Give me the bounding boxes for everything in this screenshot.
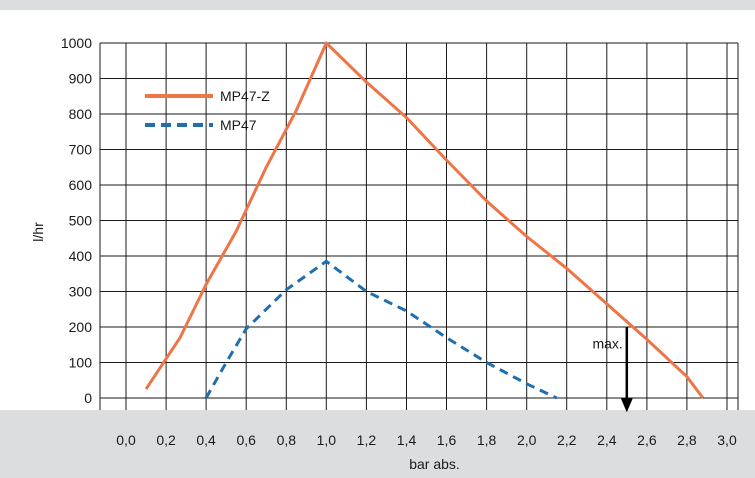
x-tick-label: 2,6 (637, 432, 657, 448)
series-line-mp47 (204, 259, 558, 400)
y-tick-label: 500 (69, 213, 93, 229)
x-tick-label: 0,2 (156, 432, 176, 448)
y-tick-label: 300 (69, 284, 93, 300)
x-tick-label: 1,6 (437, 432, 457, 448)
grid (99, 42, 739, 410)
x-tick-label: 2,8 (677, 432, 697, 448)
x-tick-label: 2,2 (557, 432, 577, 448)
x-tick-label: 1,2 (357, 432, 377, 448)
annotation-arrow-head (620, 398, 633, 413)
annotations: max. (592, 327, 633, 413)
y-tick-label: 900 (69, 71, 93, 87)
legend: MP47-Z MP47 (145, 88, 270, 133)
x-tick-label: 3,0 (717, 432, 737, 448)
x-tick-label: 0,0 (116, 432, 136, 448)
y-tick-label: 100 (69, 355, 93, 371)
y-tick-label: 600 (69, 177, 93, 193)
x-tick-label: 0,6 (236, 432, 256, 448)
x-tick-label: 2,4 (597, 432, 617, 448)
x-tick-label: 1,8 (477, 432, 497, 448)
top-band (0, 0, 755, 10)
y-tick-label: 700 (69, 142, 93, 158)
x-tick-label: 0,8 (277, 432, 297, 448)
y-tick-label: 0 (84, 390, 92, 406)
x-tick-label: 1,4 (397, 432, 417, 448)
y-tick-label: 1000 (61, 35, 92, 51)
x-tick-labels: 0,0 0,2 0,4 0,6 0,8 1,0 1,2 1,4 1,6 1,8 2,0 2,2 2,4 2… (116, 432, 737, 448)
y-tick-label: 400 (69, 248, 93, 264)
legend-label: MP47 (220, 117, 257, 133)
x-axis-label: bar abs. (409, 456, 460, 472)
y-tick-label: 200 (69, 319, 93, 335)
x-tick-label: 1,0 (317, 432, 337, 448)
bottom-band (0, 410, 755, 478)
x-tick-label: 0,4 (196, 432, 216, 448)
series-line-mp47-z (144, 41, 705, 399)
x-tick-label: 2,0 (517, 432, 537, 448)
y-tick-labels: 0 100 200 300 400 500 600 700 800 900 1000 (61, 35, 92, 406)
annotation-label: max. (592, 335, 622, 351)
legend-label: MP47-Z (220, 88, 270, 104)
y-tick-label: 800 (69, 106, 93, 122)
series-lines (144, 41, 705, 400)
y-axis-label: l/hr (30, 222, 46, 242)
